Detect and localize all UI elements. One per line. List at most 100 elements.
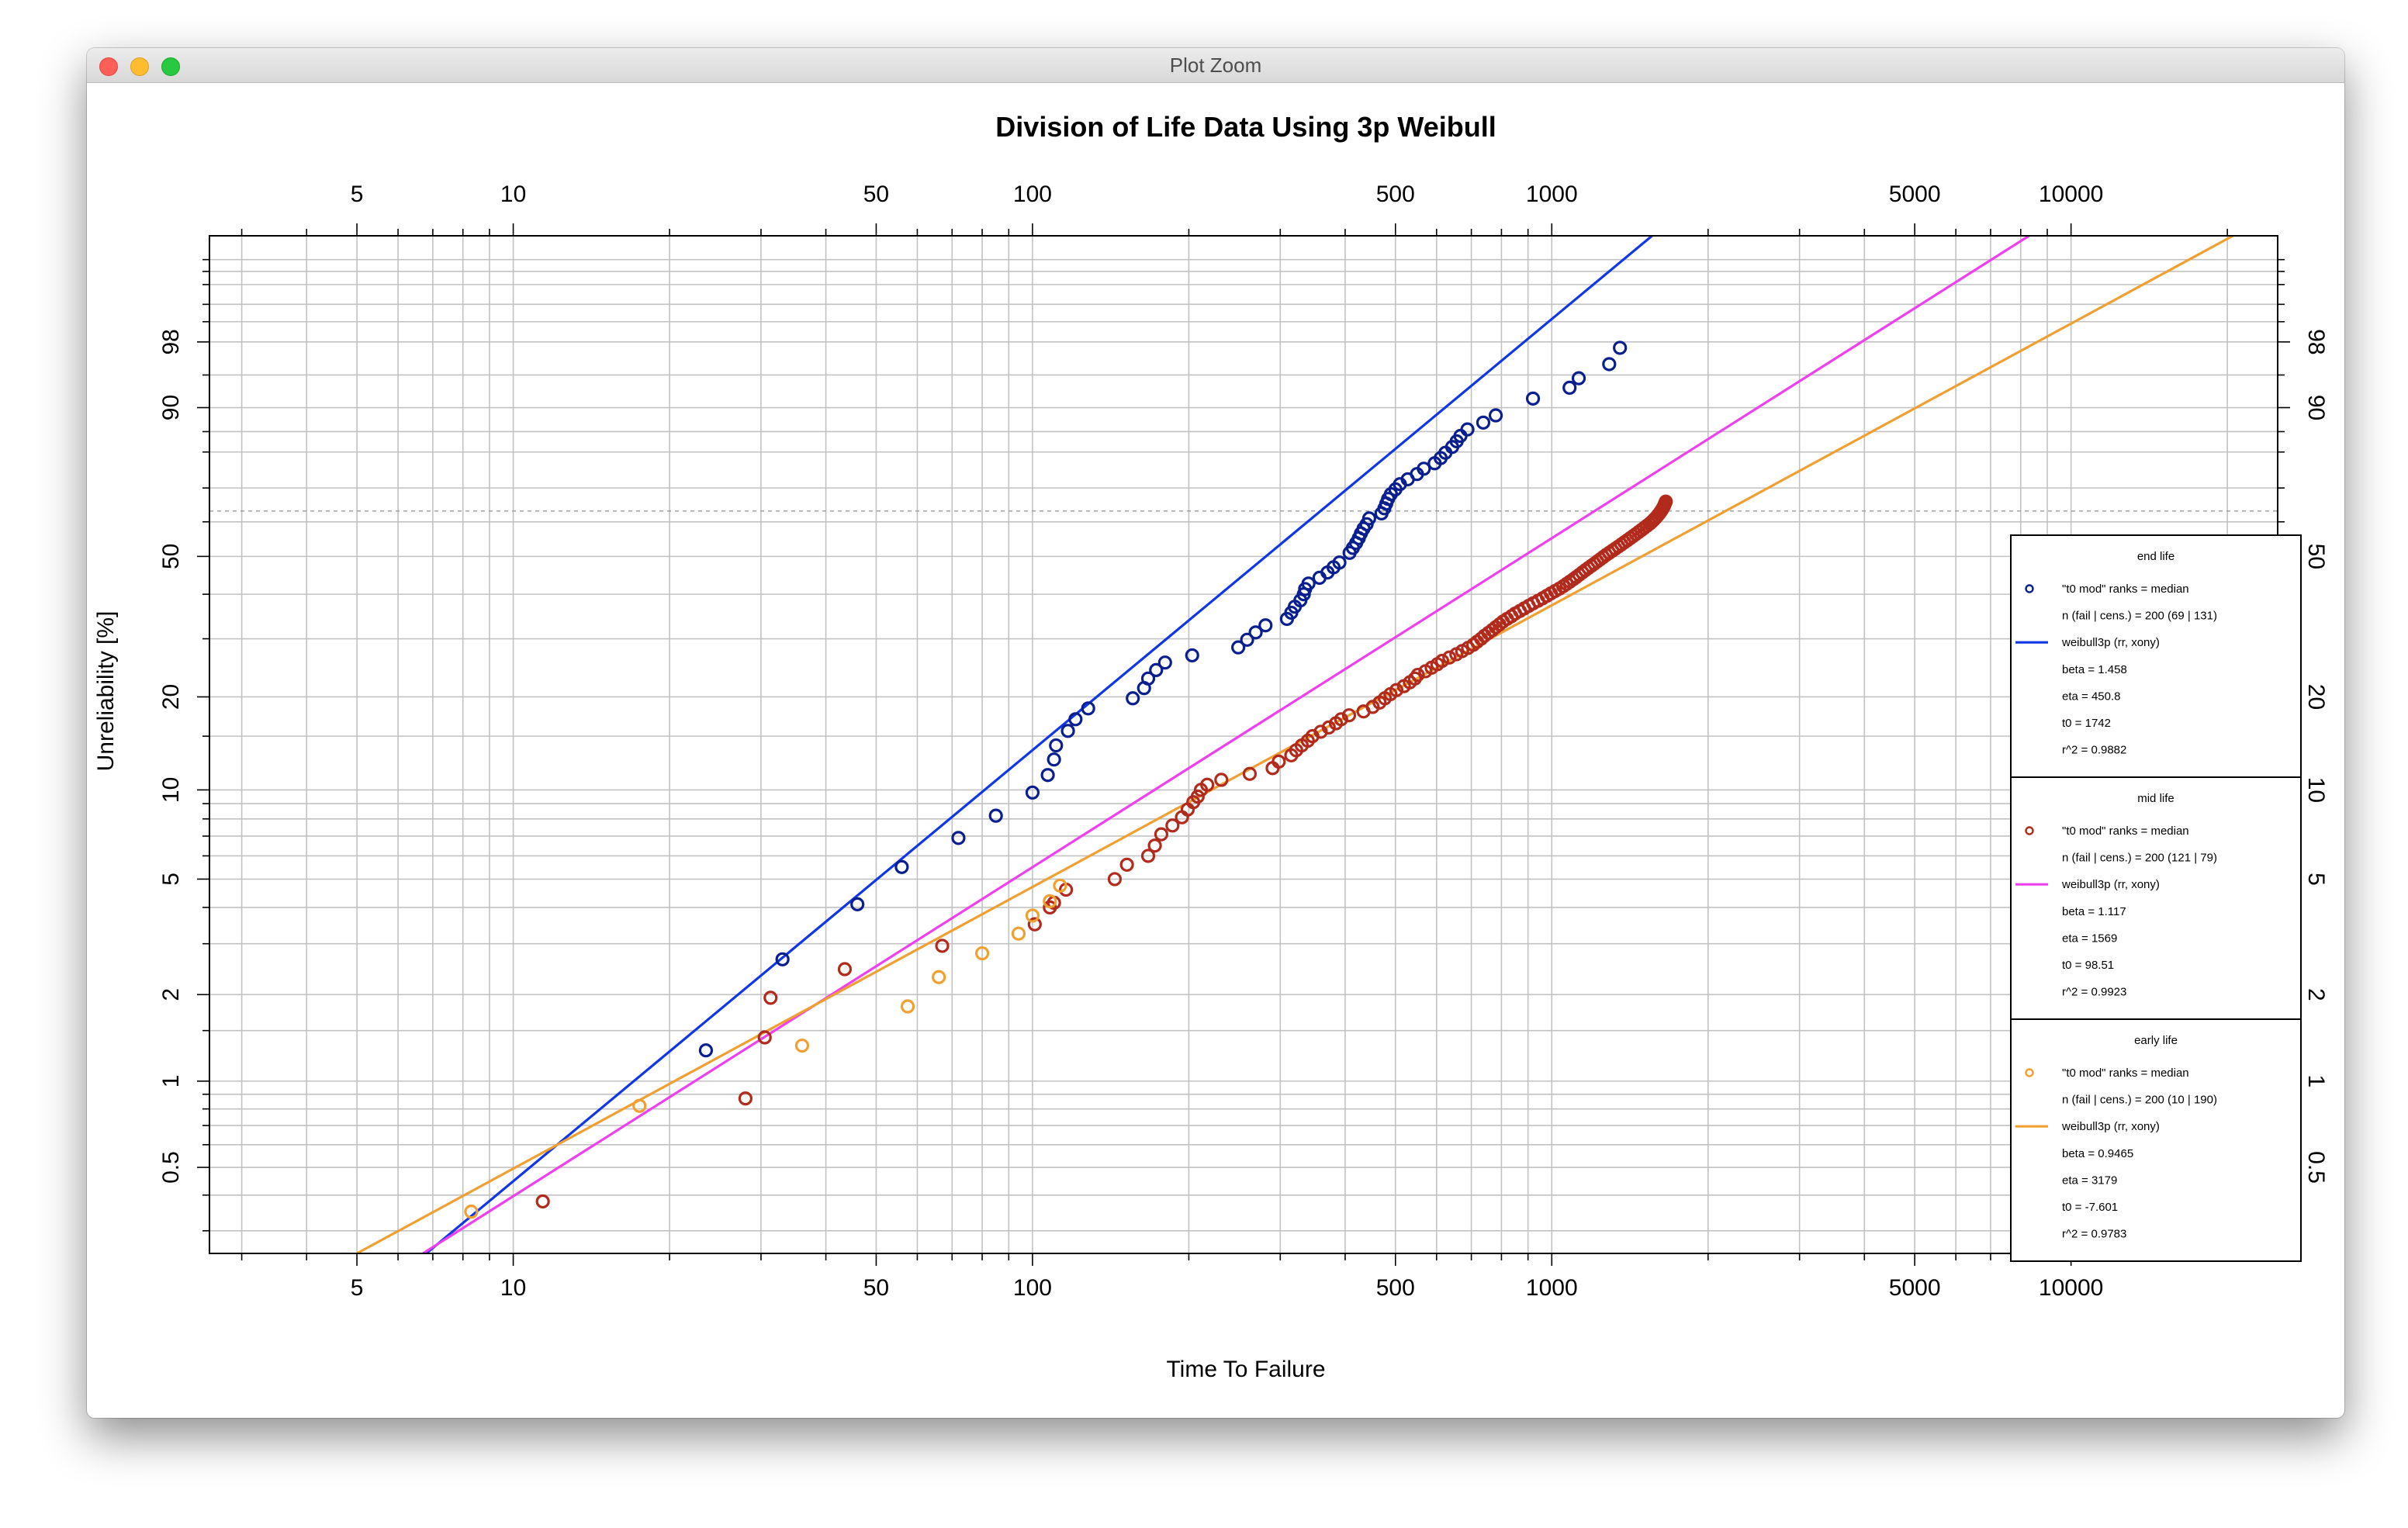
x-tick-label-top: 10000 <box>2039 181 2103 207</box>
data-point <box>1107 872 1123 887</box>
data-point <box>1410 667 1425 683</box>
data-point <box>1060 724 1075 738</box>
x-tick-label-top: 1000 <box>1526 181 1578 207</box>
y-tick-label-right: 2 <box>2303 988 2329 1001</box>
legend-entry: n (fail | cens.) = 200 (10 | 190) <box>2062 1094 2217 1107</box>
data-point <box>632 1098 647 1113</box>
y-tick-label-left: 50 <box>158 544 184 569</box>
data-point <box>1460 422 1475 437</box>
data-point <box>837 962 853 977</box>
data-point <box>1068 712 1083 727</box>
legend-entry: t0 = -7.601 <box>2062 1201 2118 1214</box>
legend-entry: eta = 3179 <box>2062 1174 2117 1187</box>
legend-entry: n (fail | cens.) = 200 (121 | 79) <box>2062 852 2217 865</box>
data-point <box>988 808 1003 823</box>
data-point <box>1053 878 1067 893</box>
legend-entry: weibull3p (rr, xony) <box>2061 636 2160 649</box>
y-tick-label-right: 0.5 <box>2303 1151 2329 1184</box>
legend-point-symbol <box>2025 826 2034 835</box>
x-tick-label-top: 5000 <box>1889 181 1941 207</box>
x-axis-label: Time To Failure <box>1166 1357 1325 1382</box>
legend-entry: beta = 1.458 <box>2062 663 2127 676</box>
minimize-window-button[interactable] <box>130 57 149 76</box>
chart-title: Division of Life Data Using 3p Weibull <box>995 111 1496 143</box>
data-points <box>464 341 1673 1219</box>
zoom-window-button[interactable] <box>161 57 180 76</box>
data-point <box>1242 766 1258 781</box>
data-point <box>1334 712 1348 727</box>
data-point <box>850 897 865 911</box>
fit-line-mid-life <box>422 236 2030 1253</box>
legend-entry: "t0 mod" ranks = median <box>2062 583 2189 596</box>
legend-box-frame <box>2010 776 2302 1020</box>
grid <box>209 236 2278 1253</box>
data-point <box>900 999 915 1014</box>
legend-entry: beta = 0.9465 <box>2062 1147 2133 1160</box>
y-tick-label-left: 90 <box>158 395 184 420</box>
legend-title: mid life <box>2137 792 2174 805</box>
legend-title: end life <box>2137 550 2174 563</box>
data-point <box>935 939 950 953</box>
data-point <box>1361 511 1377 526</box>
data-point <box>1571 371 1586 385</box>
legend-point-symbol <box>2025 1068 2034 1077</box>
legend-entry: weibull3p (rr, xony) <box>2061 878 2160 891</box>
data-point <box>1258 618 1273 633</box>
data-point <box>763 990 778 1005</box>
data-point <box>738 1091 752 1106</box>
data-point <box>1165 818 1180 833</box>
data-point <box>757 1030 772 1045</box>
legend-entry: r^2 = 0.9882 <box>2062 744 2126 757</box>
legend-entry: beta = 1.117 <box>2062 905 2126 918</box>
data-point <box>1154 827 1169 842</box>
data-point <box>1562 380 1577 395</box>
x-tick-label-bottom: 500 <box>1376 1275 1415 1301</box>
y-tick-label-left: 2 <box>158 988 184 1001</box>
y-tick-label-right: 5 <box>2303 873 2329 886</box>
data-point <box>1321 720 1336 735</box>
legend-box-frame <box>2010 1018 2302 1262</box>
data-point <box>698 1043 714 1058</box>
window-titlebar[interactable]: Plot Zoom <box>87 48 2344 83</box>
data-point <box>1231 640 1246 655</box>
x-tick-label-bottom: 100 <box>1013 1275 1052 1301</box>
legend-entry: eta = 1569 <box>2062 932 2117 945</box>
data-point <box>1332 555 1347 570</box>
data-point <box>1140 849 1156 863</box>
data-point <box>1025 908 1040 923</box>
legend-entry: "t0 mod" ranks = median <box>2062 824 2189 838</box>
legend-entry: t0 = 98.51 <box>2062 959 2114 972</box>
y-tick-label-right: 10 <box>2303 777 2329 803</box>
data-point <box>1185 648 1199 663</box>
y-tick-label-right: 20 <box>2303 684 2329 710</box>
data-point <box>1126 691 1140 706</box>
data-point <box>894 859 909 874</box>
y-axis-label: Unreliability [%] <box>93 611 119 772</box>
data-point <box>1149 662 1164 677</box>
x-tick-label-bottom: 5 <box>351 1275 364 1301</box>
data-point <box>1200 777 1215 792</box>
data-point <box>1248 625 1263 640</box>
close-window-button[interactable] <box>99 57 118 76</box>
legend-box-mid-life: mid life "t0 mod" ranks = median n (fail |… <box>2010 776 2302 1020</box>
y-tick-label-right: 1 <box>2303 1075 2329 1088</box>
x-tick-label-top: 5 <box>351 181 364 207</box>
legend-entry: r^2 = 0.9783 <box>2062 1228 2126 1241</box>
x-tick-label-bottom: 10000 <box>2039 1275 2103 1301</box>
data-point <box>1240 632 1254 647</box>
legend-entry: t0 = 1742 <box>2062 717 2111 730</box>
x-tick-label-bottom: 5000 <box>1889 1275 1941 1301</box>
data-point <box>1613 341 1628 355</box>
data-point <box>535 1194 550 1209</box>
fit-line-end-life <box>425 236 1653 1253</box>
x-tick-label-bottom: 50 <box>863 1275 889 1301</box>
legend-entry: n (fail | cens.) = 200 (69 | 131) <box>2062 610 2217 623</box>
y-tick-label-right: 90 <box>2303 395 2329 420</box>
data-point <box>1027 917 1042 932</box>
data-point <box>1190 789 1205 804</box>
y-tick-label-left: 1 <box>158 1075 184 1088</box>
x-tick-label-top: 100 <box>1013 181 1052 207</box>
axes: 5510105050100100500500100010005000500010… <box>158 181 2329 1301</box>
data-point <box>775 952 790 966</box>
y-tick-label-right: 98 <box>2303 329 2329 354</box>
